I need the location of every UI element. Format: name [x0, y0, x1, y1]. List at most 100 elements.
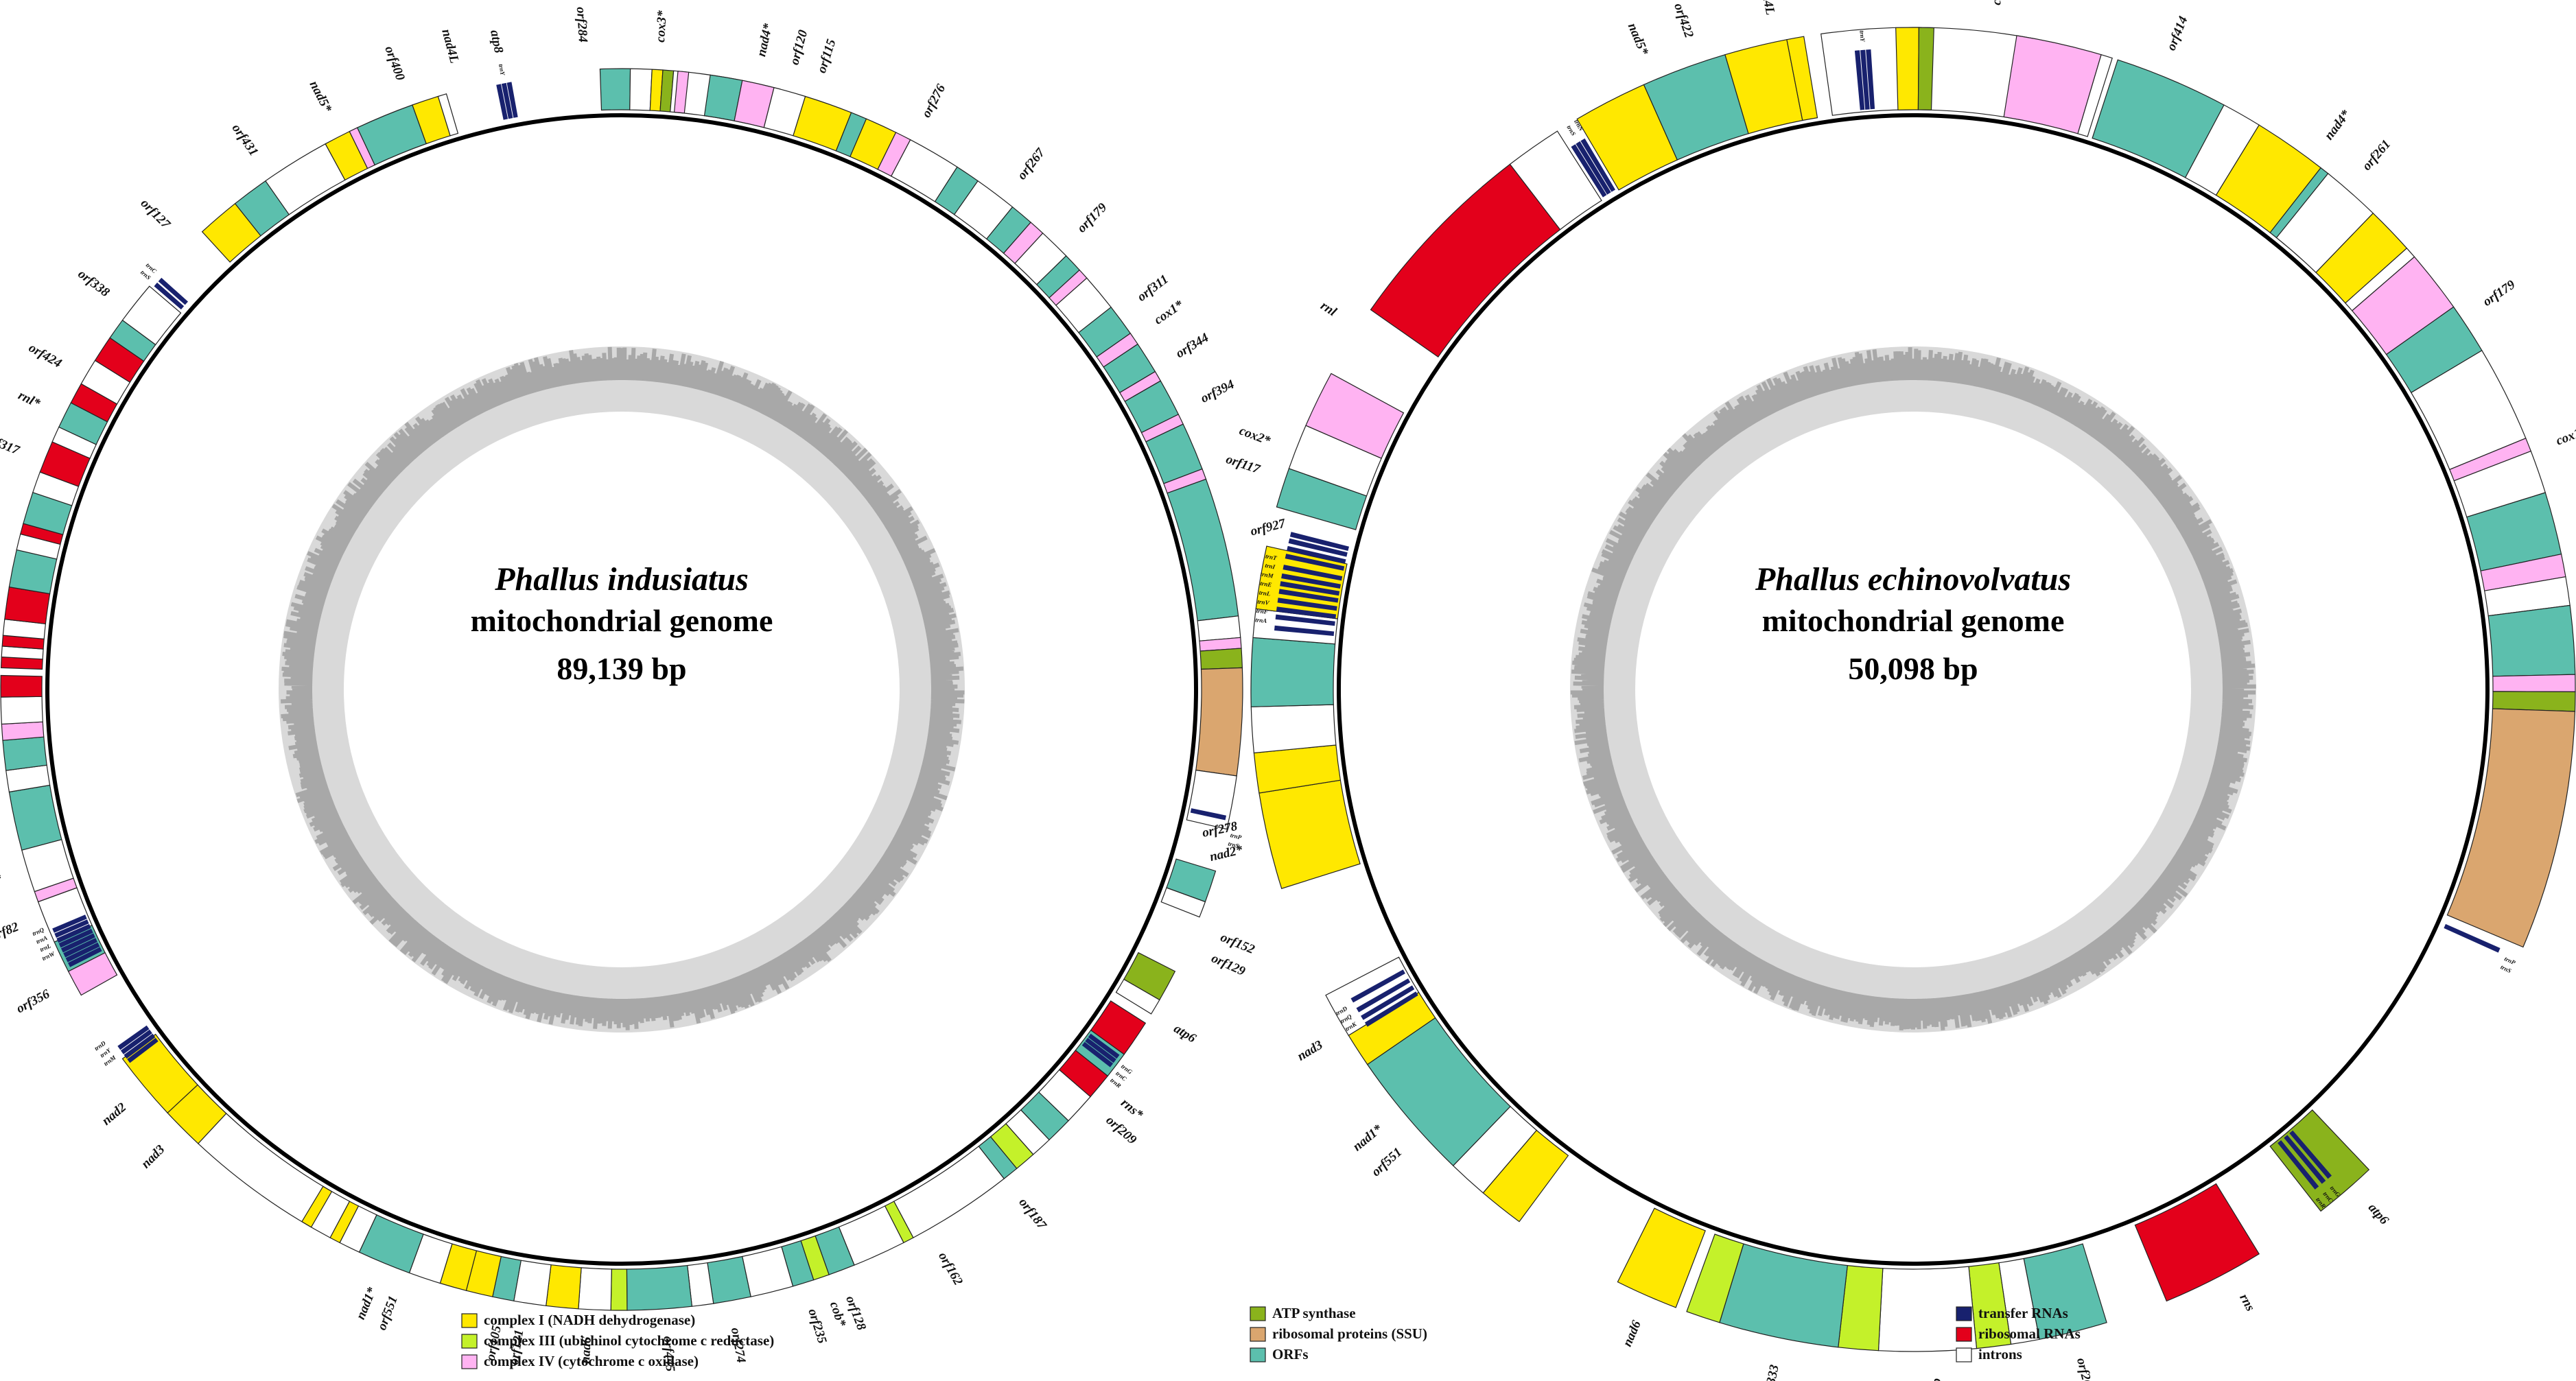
trna-mark	[1275, 614, 1335, 626]
segment-intron	[578, 1267, 612, 1311]
gene-label: nad2*	[1208, 842, 1245, 864]
gene-label: orf551	[1369, 1145, 1405, 1179]
legend-label: complex IV (cytochrome c oxidase)	[484, 1353, 699, 1369]
trna-mark	[154, 282, 185, 310]
gene-label: orf128	[843, 1294, 869, 1332]
legend-swatch	[1956, 1306, 1972, 1321]
gene-label: cox1*	[1151, 298, 1186, 328]
segment-intron	[1115, 978, 1160, 1015]
trna-mark	[1280, 581, 1340, 596]
trna-mark	[1281, 573, 1341, 589]
trna-mark	[1576, 141, 1611, 195]
gene-label: orf422	[1671, 1, 1696, 40]
gene-label: nad6	[578, 1336, 594, 1365]
trna-mark	[1081, 1041, 1114, 1067]
segment-complex-III	[1686, 1234, 1744, 1323]
gene-label: nad3	[1295, 1038, 1325, 1064]
trna-mark	[120, 1029, 152, 1054]
trna-mark	[2444, 923, 2501, 953]
trna-label: trnS	[1228, 840, 1240, 850]
segment-complex-IV	[673, 71, 690, 114]
gene-label: nad4L	[438, 27, 461, 64]
legend-label: ribosomal proteins (SSU)	[1272, 1325, 1427, 1342]
trna-mark	[65, 942, 100, 963]
gene-label: orf414	[2164, 14, 2191, 53]
gc-base-ring	[279, 346, 965, 1032]
trna-mark	[54, 919, 89, 938]
trna-mark	[2278, 1140, 2319, 1190]
segment-rrna	[2134, 1183, 2260, 1302]
segment-intron	[1160, 887, 1206, 918]
gene-label: orf400	[382, 44, 408, 82]
gene-label: orf179	[1075, 200, 1110, 236]
gene-label: rns*	[1118, 1096, 1146, 1122]
gene-label: nad1*	[1350, 1122, 1385, 1154]
segment-complex-IV	[2492, 674, 2576, 693]
legend-label: ribosomal RNAs	[1978, 1325, 2081, 1342]
segment-intron	[1250, 704, 1337, 754]
trna-label: trnT	[1265, 552, 1278, 561]
trna-mark	[1190, 808, 1226, 821]
gene-label: orf187	[1016, 1196, 1049, 1234]
gene-label: orf927	[1249, 516, 1288, 539]
gene-label: orf127	[138, 196, 174, 233]
legend-label: ORFs	[1272, 1346, 1309, 1362]
segment-complex-I	[1617, 1207, 1706, 1308]
trna-mark	[127, 1037, 159, 1063]
trna-mark	[58, 928, 93, 948]
trna-mark	[1356, 978, 1411, 1013]
gene-label: orf344	[1173, 331, 1211, 362]
gc-content-bars	[1570, 347, 2256, 1031]
gene-labels: nad5* orf400 nad4L atp8 orf284 cox3* nad4* orf1…	[0, 6, 1304, 1372]
gene-segments	[1250, 27, 2576, 1352]
trna-mark	[117, 1025, 150, 1050]
segment-intron	[121, 285, 182, 346]
trna-mark	[1278, 589, 1339, 603]
trna-mark	[1361, 985, 1415, 1020]
gene-label: orf120	[787, 28, 810, 67]
gene-label: orf551	[375, 1294, 401, 1332]
trna-mark	[1364, 991, 1418, 1027]
trna-ticks	[52, 82, 1226, 1067]
legend: complex I (NADH dehydrogenase) complex II…	[461, 1305, 2081, 1369]
trna-mark	[68, 947, 102, 967]
trna-label: trnE	[1260, 580, 1272, 589]
gene-label: orf431	[229, 121, 261, 159]
legend-label: introns	[1978, 1346, 2022, 1362]
segment-complex-I	[1895, 27, 1920, 110]
trna-ticks	[1274, 49, 2501, 1190]
trna-mark	[1580, 138, 1615, 192]
genome-subtitle: mitochondrial genome	[471, 603, 773, 638]
trna-label: trnS	[2499, 963, 2512, 974]
segment-intron	[0, 696, 43, 725]
gene-label: nad5*	[307, 78, 335, 115]
gene-label: nad2	[99, 1100, 130, 1129]
segment-intron	[197, 1113, 351, 1238]
trna-mark	[501, 82, 513, 119]
gene-segments	[0, 68, 1243, 1311]
echinovolvatus-genome-map: nad5*orf422nad4Latp8cox3orf414nad4*orf26…	[1201, 0, 2576, 1381]
gene-label: orf152	[1219, 930, 1257, 957]
gene-label: orf333	[1761, 1363, 1782, 1381]
segment-atp	[1917, 27, 1934, 111]
segment-intron	[1509, 130, 1602, 231]
gc-skew-ring	[279, 346, 965, 1032]
legend-swatch	[1250, 1306, 1266, 1321]
trna-mark	[1854, 50, 1865, 110]
trna-mark	[1860, 49, 1870, 110]
gene-label: orf356	[14, 987, 52, 1016]
gene-label: cob*	[1931, 1378, 1946, 1381]
gene-label: orf424	[26, 341, 64, 371]
segment-rrna	[0, 674, 43, 698]
gene-label: orf235	[805, 1307, 829, 1345]
indusiatus-genome-map: nad5* orf400 nad4L atp8 orf284 cox3* nad4* orf1…	[0, 6, 1304, 1372]
segment-orf	[8, 784, 62, 851]
gene-label: orf162	[935, 1250, 965, 1288]
gene-label: orf311	[1135, 272, 1171, 304]
gc-content-bars	[280, 346, 965, 1030]
legend-label: complex I (NADH dehydrogenase)	[484, 1312, 695, 1328]
trna-label: trnY	[497, 63, 506, 77]
trna-mark	[2284, 1135, 2326, 1184]
legend-swatch	[1250, 1327, 1266, 1342]
legend-swatch	[461, 1354, 478, 1369]
